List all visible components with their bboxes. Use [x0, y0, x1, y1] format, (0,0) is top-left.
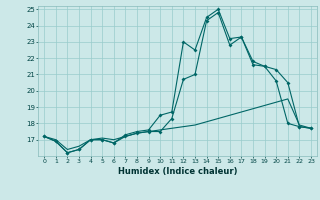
X-axis label: Humidex (Indice chaleur): Humidex (Indice chaleur) — [118, 167, 237, 176]
